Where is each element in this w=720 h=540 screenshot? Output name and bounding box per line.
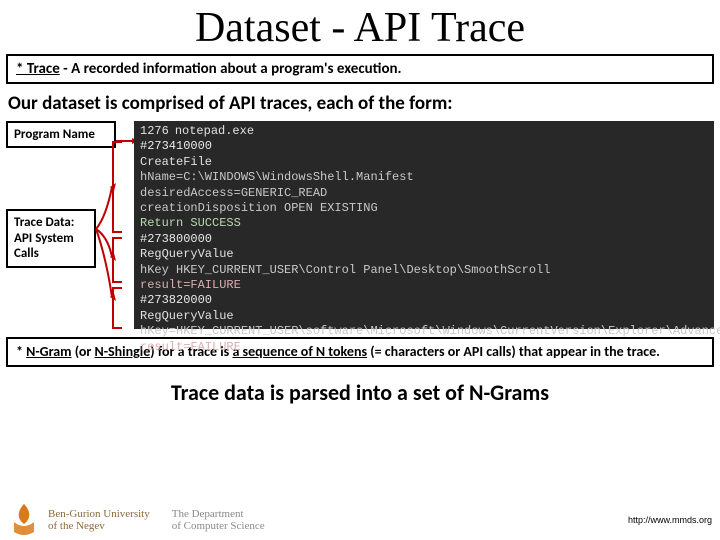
code-line: RegQueryValue	[140, 309, 708, 324]
final-statement: Trace data is parsed into a set of N-Gra…	[0, 373, 720, 416]
t: of the Negev	[48, 520, 150, 532]
code-line: #273800000	[140, 232, 708, 247]
code-line: desiredAccess=GENERIC_READ	[140, 186, 708, 201]
code-line: hKey HKEY_CURRENT_USER\Control Panel\Des…	[140, 263, 708, 278]
def-term: * Trace	[16, 60, 60, 78]
t: Ben-Gurion University	[48, 508, 150, 520]
bracket-icon	[112, 237, 122, 283]
bgu-name: Ben-Gurion University of the Negev	[48, 508, 150, 532]
footer-left: Ben-Gurion University of the Negev The D…	[8, 502, 265, 538]
code-line: RegQueryValue	[140, 247, 708, 262]
label-program-name: Program Name	[6, 121, 116, 148]
code-line: result=FAILURE	[140, 278, 708, 293]
code-line: hKey=HKEY_CURRENT_USER\software\Microsof…	[140, 324, 708, 339]
code-line: CreateFile	[140, 155, 708, 170]
code-line: result=FAILURE	[140, 340, 708, 355]
code-line: creationDisposition OPEN EXISTING	[140, 201, 708, 216]
code-line: hName=C:\WINDOWS\WindowsShell.Manifest	[140, 170, 708, 185]
t: The Department	[172, 508, 265, 520]
footer-url: http://www.mmds.org	[628, 515, 712, 525]
trace-area: Program Name Trace Data: API System Call…	[6, 121, 714, 331]
code-line: #273410000	[140, 139, 708, 154]
t: (or	[72, 343, 95, 360]
code-block: 1276notepad.exe#273410000CreateFilehName…	[134, 121, 714, 329]
label-trace-data: Trace Data: API System Calls	[6, 209, 96, 268]
def-rest: - A recorded information about a program…	[60, 60, 402, 78]
bracket-icon	[112, 287, 122, 329]
bracket-icon	[112, 141, 122, 233]
footer: Ben-Gurion University of the Negev The D…	[8, 502, 712, 538]
slide-title: Dataset - API Trace	[0, 0, 720, 54]
subheading: Our dataset is comprised of API traces, …	[0, 88, 720, 121]
code-line: #273820000	[140, 293, 708, 308]
trace-definition-box: * Trace - A recorded information about a…	[6, 54, 714, 84]
t: of Computer Science	[172, 520, 265, 532]
t: *	[16, 343, 26, 360]
code-line: Return SUCCESS	[140, 216, 708, 231]
dept-name: The Department of Computer Science	[172, 508, 265, 532]
code-line: 1276notepad.exe	[140, 124, 708, 139]
bgu-logo-icon	[8, 502, 40, 538]
t: N-Gram	[26, 343, 71, 360]
